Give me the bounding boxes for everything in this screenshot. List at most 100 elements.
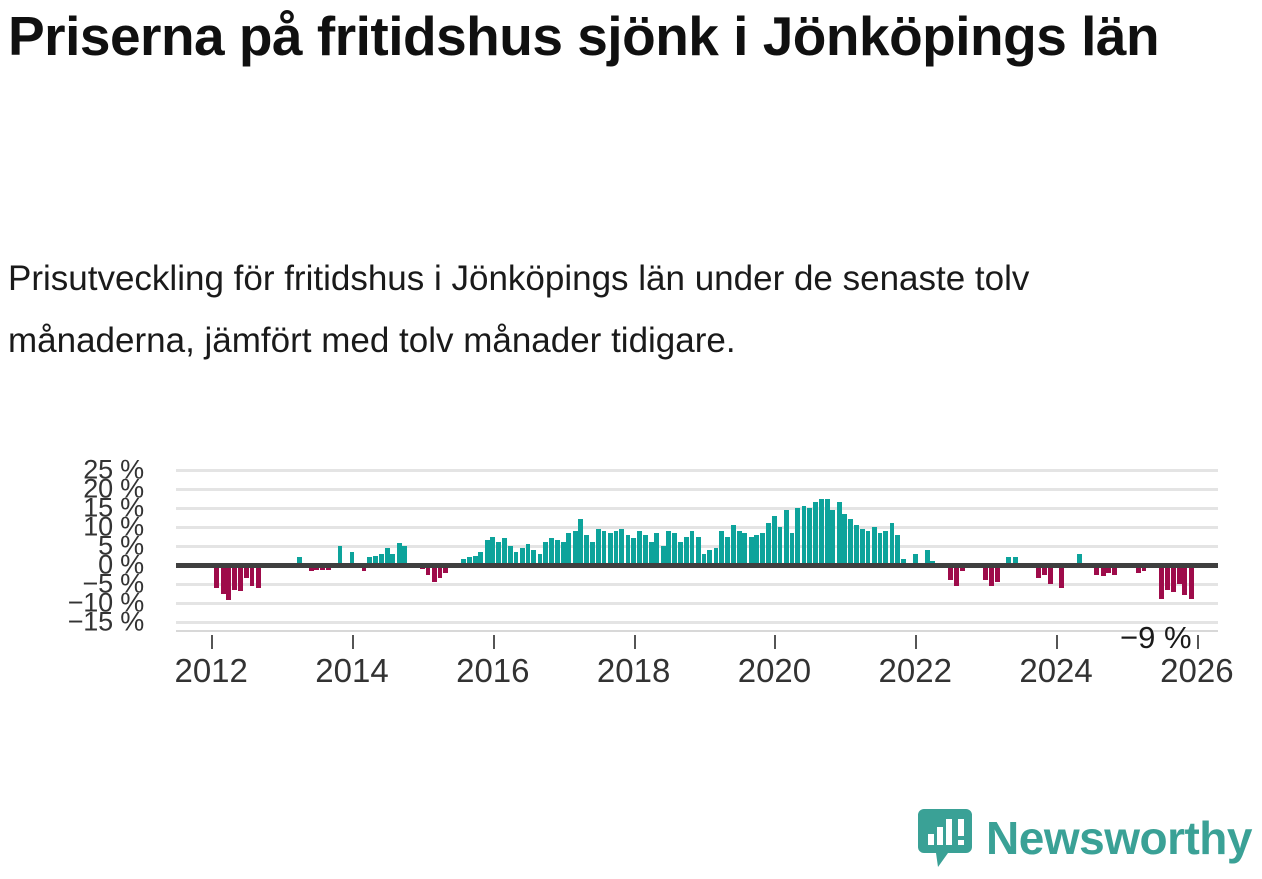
bar: [496, 542, 501, 565]
bar: [883, 530, 889, 565]
bar: [607, 532, 613, 565]
x-axis-labels: 2012 2014 2016 2018 2020 2022 2024 2026: [174, 630, 1234, 720]
bar: [860, 528, 865, 565]
bar: [854, 525, 860, 565]
gridline: [176, 620, 1218, 624]
x-axis-line: [176, 630, 1218, 632]
bar: [830, 509, 836, 565]
bar: [1076, 553, 1082, 565]
bar: [531, 549, 537, 565]
y-axis-tick-label: 10 %: [83, 511, 144, 542]
gridline: [176, 506, 1218, 510]
bar: [988, 565, 994, 586]
x-axis-tick-label: 2018: [596, 652, 671, 689]
bar: [754, 534, 760, 565]
bar: [1182, 565, 1188, 596]
bar: [226, 565, 232, 600]
bar: [613, 530, 619, 565]
x-axis-tick-label: 2020: [737, 652, 812, 689]
x-axis-tick: [774, 635, 777, 649]
bar: [766, 523, 772, 565]
y-axis-tick-label: 25 %: [83, 454, 144, 485]
bar: [443, 565, 449, 573]
bar: [590, 542, 596, 565]
bar: [402, 546, 408, 565]
bar: [707, 549, 713, 565]
bar: [1136, 565, 1141, 573]
bar-series: [176, 470, 1218, 622]
x-axis-tick-label: 2012: [174, 652, 248, 689]
newsworthy-bar-chart-bubble-icon: [918, 809, 973, 867]
bar: [525, 544, 531, 565]
bar: [1188, 565, 1194, 600]
x-axis-tick: [211, 635, 214, 649]
bar: [472, 555, 478, 565]
bar: [584, 534, 589, 565]
bar: [807, 508, 813, 565]
bar: [543, 542, 549, 565]
bar: [678, 542, 684, 565]
bar: [384, 547, 390, 565]
bar: [1094, 565, 1100, 575]
bar: [578, 519, 584, 565]
gridline: [176, 487, 1218, 491]
bar: [631, 538, 637, 565]
bar: [872, 527, 877, 565]
bar: [390, 553, 396, 565]
bar: [731, 525, 737, 565]
bar: [349, 551, 355, 565]
bar: [425, 565, 431, 575]
page-title: Priserna på fritidshus sjönk i Jönköping…: [8, 5, 1160, 67]
bar: [232, 565, 237, 590]
bar: [819, 498, 825, 565]
bar: [654, 532, 660, 565]
gridline: [176, 582, 1218, 586]
bar: [1164, 565, 1170, 590]
bar: [1012, 557, 1018, 565]
y-axis-tick-label: −10 %: [67, 587, 145, 618]
newsworthy-logo: Newsworthy: [918, 809, 1252, 867]
bar: [783, 509, 789, 565]
bar: [695, 536, 701, 565]
bar: [396, 542, 402, 565]
bar: [1106, 565, 1112, 573]
bar: [214, 565, 220, 588]
logo-wordmark: Newsworthy: [986, 812, 1252, 864]
bar: [824, 498, 830, 565]
bar: [795, 508, 801, 565]
bar: [812, 502, 818, 565]
x-axis-tick-label: 2026: [1160, 652, 1234, 689]
bar: [643, 534, 649, 565]
bar: [889, 523, 895, 565]
bar: [836, 502, 842, 565]
bar: [255, 565, 261, 588]
bar: [513, 551, 519, 565]
bar: [895, 534, 901, 565]
x-axis-tick: [352, 635, 354, 649]
bar: [508, 546, 513, 565]
bar: [220, 565, 226, 594]
bar: [777, 527, 783, 565]
bar: [572, 530, 578, 565]
bar: [648, 542, 654, 565]
bar: [713, 547, 719, 565]
bar: [1112, 565, 1117, 575]
bar: [724, 536, 730, 565]
bar: [596, 528, 601, 565]
bar: [490, 536, 496, 565]
bar: [555, 540, 560, 565]
x-axis-tick: [633, 635, 636, 649]
bar: [361, 565, 367, 571]
bar: [460, 559, 466, 565]
bar: [1141, 565, 1147, 571]
bar: [1171, 565, 1177, 592]
x-axis-tick-label: 2022: [878, 652, 952, 689]
bar: [326, 565, 332, 571]
bar: [566, 532, 572, 565]
bar: [701, 553, 707, 565]
x-axis-tick-label: 2014: [315, 652, 389, 689]
bar: [983, 565, 989, 581]
bar: [560, 542, 566, 565]
bar: [478, 551, 484, 565]
bar: [238, 565, 244, 591]
